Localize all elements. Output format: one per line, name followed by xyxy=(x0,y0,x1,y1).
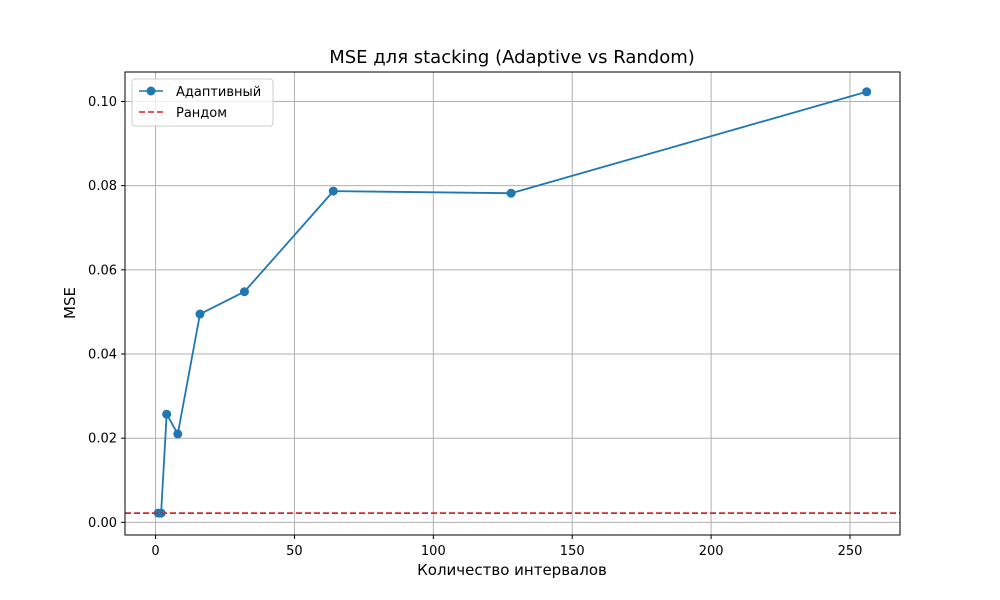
x-axis-label: Количество интервалов xyxy=(417,561,607,579)
chart-title: MSE для stacking (Adaptive vs Random) xyxy=(329,47,695,68)
y-tick-label: 0.04 xyxy=(88,348,117,363)
adaptive-data-point xyxy=(328,186,338,196)
y-tick-label: 0.10 xyxy=(88,95,117,110)
y-tick-label: 0.08 xyxy=(88,179,117,194)
series-layer xyxy=(125,87,900,518)
adaptive-data-point xyxy=(195,309,205,319)
x-tick-label: 100 xyxy=(421,544,446,559)
legend-label-adaptive: Адаптивный xyxy=(176,85,261,100)
adaptive-data-point xyxy=(173,429,183,439)
x-tick-label: 50 xyxy=(286,544,303,559)
legend-label-random: Рандом xyxy=(176,106,227,121)
x-tick-label: 150 xyxy=(560,544,585,559)
y-axis-label: MSE xyxy=(61,287,79,319)
plot-frame xyxy=(124,71,901,536)
legend-box xyxy=(131,78,274,127)
adaptive-data-point xyxy=(239,287,249,297)
y-tick-label: 0.06 xyxy=(88,263,117,278)
x-tick-label: 250 xyxy=(838,544,863,559)
x-tick-label: 0 xyxy=(151,544,159,559)
x-tick-label: 200 xyxy=(699,544,724,559)
adaptive-data-point xyxy=(862,87,872,97)
grid-lines xyxy=(125,72,900,535)
y-tick-label: 0.00 xyxy=(88,516,117,531)
adaptive-data-point xyxy=(162,409,172,419)
legend-marker-adaptive xyxy=(146,86,156,96)
y-tick-label: 0.02 xyxy=(88,432,117,447)
adaptive-data-point xyxy=(506,188,516,198)
x-axis: 0 50 100 150 200 250 xyxy=(151,535,862,559)
y-axis: 0.00 0.02 0.04 0.06 0.08 0.10 xyxy=(88,95,125,531)
legend: Адаптивный Рандом xyxy=(131,78,274,127)
